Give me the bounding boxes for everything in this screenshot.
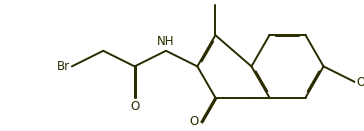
Text: O: O [130,100,139,113]
Text: Br: Br [57,60,70,73]
Text: NH: NH [157,35,175,48]
Text: O: O [190,116,199,129]
Text: O: O [356,75,364,89]
